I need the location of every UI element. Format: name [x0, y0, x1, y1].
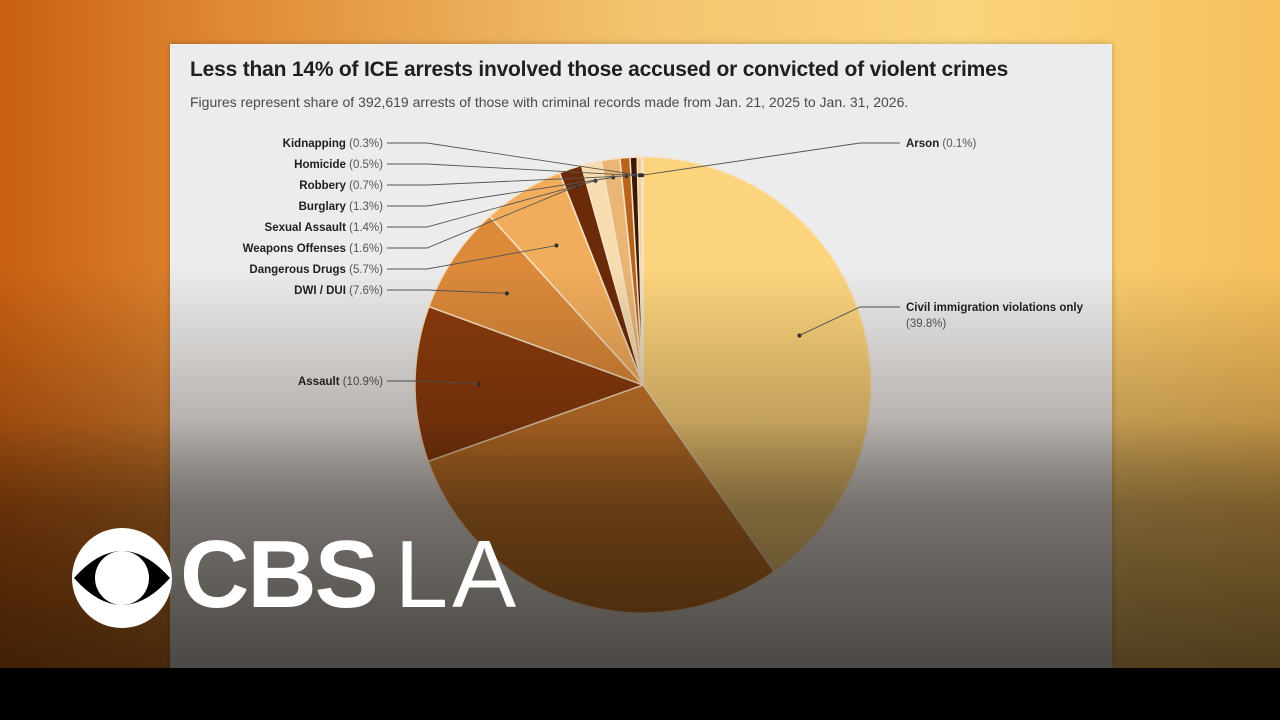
slice-label-name-sexual-assault: Sexual Assault [265, 222, 347, 234]
slice-label-name-dangerous-drugs: Dangerous Drugs [249, 264, 346, 276]
slice-label-pct-arson: (0.1%) [939, 138, 976, 150]
slice-label-arson: Arson (0.1%) [906, 138, 976, 150]
slice-label-pct-kidnapping: (0.3%) [346, 138, 383, 150]
slice-label-name-robbery: Robbery [299, 180, 346, 192]
cbs-la-logo: CBS LA [70, 521, 630, 630]
slice-label-civil-immigration-violations-only: Civil immigration violations only (39.8%) [906, 302, 1084, 330]
slice-label-name-civil-immigration-violations-only: Civil immigration violations only [906, 302, 1084, 314]
slice-label-pct-robbery: (0.7%) [346, 180, 383, 192]
slice-label-pct-burglary: (1.3%) [346, 201, 383, 213]
slice-label-pct-dangerous-drugs: (5.7%) [346, 264, 383, 276]
cbs-eye-icon [72, 528, 172, 628]
slice-label-pct-civil-immigration-violations-only: (39.8%) [906, 318, 946, 330]
logo-wordmark: CBS LA [180, 520, 520, 630]
slice-label-homicide: Homicide (0.5%) [294, 159, 383, 171]
slice-label-pct-dwi-dui: (7.6%) [346, 285, 383, 297]
slice-label-burglary: Burglary (1.3%) [299, 201, 384, 213]
slice-label-weapons-offenses: Weapons Offenses (1.6%) [243, 243, 384, 255]
letterbox-bar [0, 668, 1280, 720]
slice-label-name-assault: Assault [298, 376, 340, 388]
logo-la-text: LA [394, 521, 521, 628]
slice-label-pct-weapons-offenses: (1.6%) [346, 243, 383, 255]
slice-label-name-homicide: Homicide [294, 159, 346, 171]
slice-label-name-arson: Arson [906, 138, 939, 150]
slice-label-assault: Assault (10.9%) [298, 376, 383, 388]
slice-label-sexual-assault: Sexual Assault (1.4%) [265, 222, 384, 234]
slice-label-pct-sexual-assault: (1.4%) [346, 222, 383, 234]
slice-label-name-burglary: Burglary [299, 201, 347, 213]
slice-label-name-dwi-dui: DWI / DUI [294, 285, 346, 297]
logo-cbs-text: CBS [180, 521, 379, 628]
slice-label-kidnapping: Kidnapping (0.3%) [283, 138, 383, 150]
slice-label-robbery: Robbery (0.7%) [299, 180, 383, 192]
slice-label-pct-assault: (10.9%) [340, 376, 384, 388]
slice-label-name-weapons-offenses: Weapons Offenses [243, 243, 346, 255]
slice-label-name-kidnapping: Kidnapping [283, 138, 346, 150]
slice-label-dwi-dui: DWI / DUI (7.6%) [294, 285, 383, 297]
slice-label-pct-homicide: (0.5%) [346, 159, 383, 171]
slice-label-dangerous-drugs: Dangerous Drugs (5.7%) [249, 264, 383, 276]
